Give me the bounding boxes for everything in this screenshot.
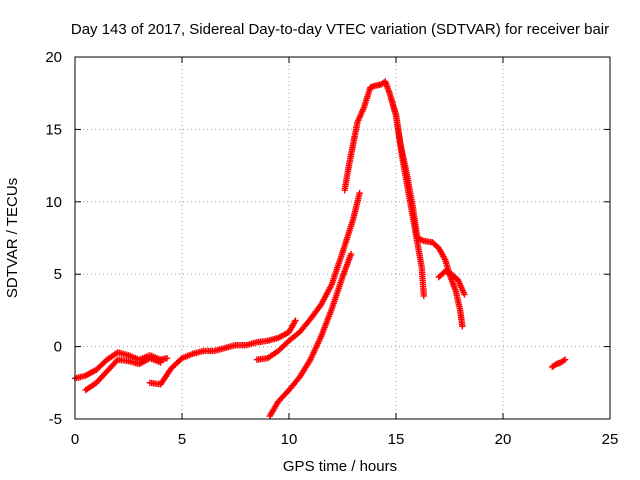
data-point xyxy=(459,323,466,330)
data-point xyxy=(561,356,569,363)
data-point xyxy=(560,357,567,364)
data-point xyxy=(356,189,363,197)
y-tick-label: 20 xyxy=(45,49,62,66)
data-point xyxy=(292,317,299,324)
plot-frame xyxy=(74,56,611,420)
y-axis-label: SDTVAR / TECUs xyxy=(4,178,21,298)
data-point xyxy=(157,359,164,366)
y-tick-label: 0 xyxy=(54,339,62,356)
data-points xyxy=(71,78,569,420)
y-tick-label: 15 xyxy=(45,121,62,138)
x-tick-label: 25 xyxy=(602,431,619,448)
axis-ticks: 0 5 10 15 20 25 -5 0 5 10 15 20 xyxy=(45,49,618,448)
x-tick-label: 20 xyxy=(495,431,512,448)
y-tick-label: -5 xyxy=(49,411,62,428)
y-tick-label: 10 xyxy=(45,194,62,211)
x-tick-label: 0 xyxy=(71,431,79,448)
data-point xyxy=(461,291,468,298)
data-point xyxy=(420,292,428,300)
y-tick-label: 5 xyxy=(54,266,62,283)
chart-title: Day 143 of 2017, Sidereal Day-to-day VTE… xyxy=(71,21,609,38)
x-tick-label: 15 xyxy=(388,431,405,448)
grid xyxy=(75,57,610,419)
data-point xyxy=(347,250,355,258)
x-axis-label: GPS time / hours xyxy=(283,458,397,475)
x-tick-label: 10 xyxy=(281,431,298,448)
x-tick-label: 5 xyxy=(178,431,186,448)
data-point xyxy=(163,354,171,362)
